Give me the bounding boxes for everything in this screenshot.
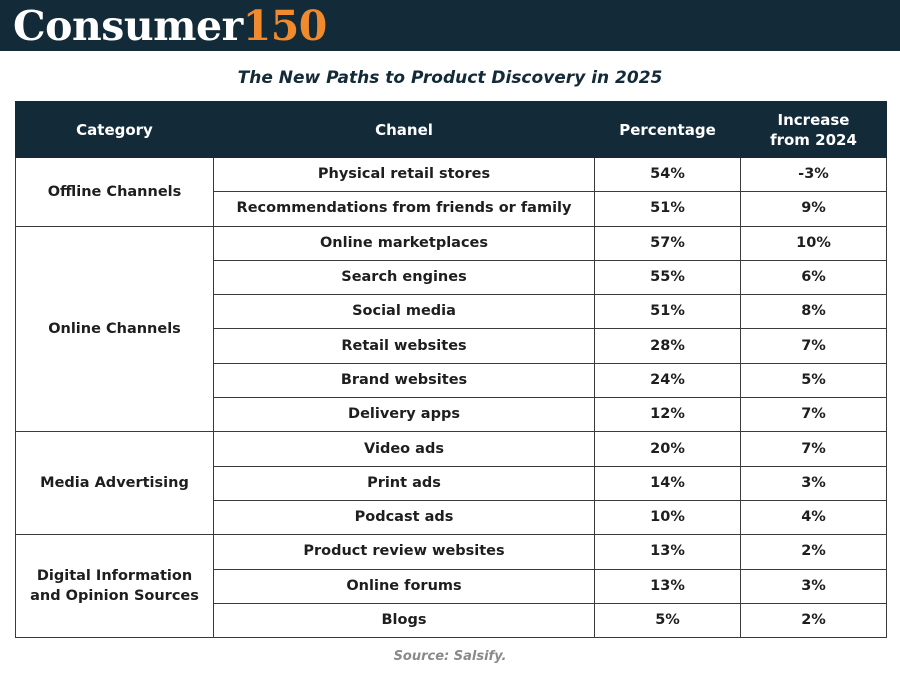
discovery-table: Category Chanel Percentage Increase from… [15,101,887,639]
percentage-cell: 5% [594,602,741,639]
percentage-cell: 51% [594,191,741,227]
header-row: Category Chanel Percentage Increase from… [15,101,887,158]
header-bar: Consumer150 [0,0,900,51]
table-row: Blogs 5% 2% [16,602,887,639]
increase-cell: 5% [740,362,887,399]
table-row: Brand websites 24% 5% [16,362,887,399]
channel-cell: Online marketplaces [213,225,595,261]
table-row: Online Channels Online marketplaces 57% 10% [15,225,887,433]
channel-cell: Delivery apps [213,397,595,433]
increase-cell: 2% [740,602,887,639]
percentage-cell: 13% [594,568,741,604]
channel-cell: Retail websites [213,328,595,364]
table-row: Podcast ads 10% 4% [16,499,887,536]
table-row: Retail websites 28% 7% [16,328,887,364]
logo-number: 150 [242,2,328,50]
column-header-category: Category [15,101,214,158]
column-header-increase: Increase from 2024 [740,101,887,158]
percentage-cell: 20% [594,431,741,467]
channel-cell: Podcast ads [213,499,595,536]
category-cell: Digital Information and Opinion Sources [15,534,214,639]
consumer150-logo: Consumer150 [13,1,327,51]
table-row: Online forums 13% 3% [16,568,887,604]
channel-cell: Blogs [213,602,595,639]
category-cell: Media Advertising [15,431,214,536]
table-row: Offline Channels Physical retail stores 54… [15,156,887,227]
table-title: The New Paths to Product Discovery in 20… [237,68,663,88]
channel-cell: Print ads [213,465,595,501]
increase-cell: 8% [740,294,887,330]
table-row: Social media 51% 8% [16,294,887,330]
percentage-cell: 24% [594,362,741,399]
increase-cell: 7% [740,397,887,433]
table-row: Recommendations from friends or family 51… [16,191,887,227]
percentage-cell: 54% [594,156,741,193]
table-row: Print ads 14% 3% [16,465,887,501]
increase-cell: -3% [740,156,887,193]
category-cell: Online Channels [15,225,214,433]
increase-cell: 4% [740,499,887,536]
channel-cell: Online forums [213,568,595,604]
increase-cell: 10% [740,225,887,261]
percentage-cell: 55% [594,259,741,296]
table-row: Media Advertising Video ads 20% 7% [15,431,887,536]
column-header-channel: Chanel [213,101,595,158]
channel-cell: Product review websites [213,534,595,570]
percentage-cell: 12% [594,397,741,433]
percentage-cell: 28% [594,328,741,364]
percentage-cell: 51% [594,294,741,330]
increase-cell: 7% [740,431,887,467]
column-header-percentage: Percentage [594,101,741,158]
table-row: Search engines 55% 6% [16,259,887,296]
percentage-cell: 10% [594,499,741,536]
channel-cell: Search engines [213,259,595,296]
increase-cell: 2% [740,534,887,570]
percentage-cell: 14% [594,465,741,501]
table-row: Digital Information and Opinion Sources P… [15,534,887,639]
table-row: Delivery apps 12% 7% [16,397,887,433]
logo-word: Consumer [13,2,243,50]
increase-cell: 6% [740,259,887,296]
channel-cell: Brand websites [213,362,595,399]
increase-cell: 3% [740,465,887,501]
increase-cell: 7% [740,328,887,364]
channel-cell: Social media [213,294,595,330]
percentage-cell: 13% [594,534,741,570]
increase-cell: 3% [740,568,887,604]
category-cell: Offline Channels [15,157,214,227]
increase-cell: 9% [740,191,887,227]
channel-cell: Physical retail stores [213,156,595,193]
channel-cell: Recommendations from friends or family [213,191,595,227]
channel-cell: Video ads [213,431,595,467]
percentage-cell: 57% [594,225,741,261]
source-note: Source: Salsify. [393,649,507,664]
